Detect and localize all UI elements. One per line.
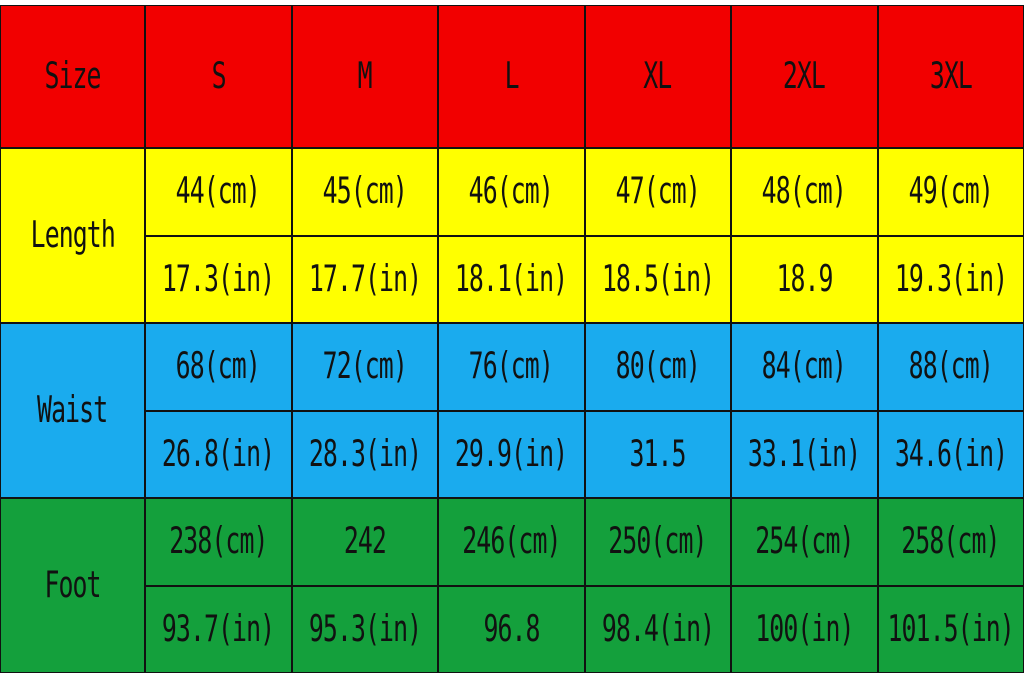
header-cell: 2XL [731,5,878,148]
cell-text: 49(cm) [908,170,994,213]
cell-text: 76(cm) [469,345,554,388]
cell-text: 48(cm) [762,170,847,213]
cell-text: M [357,55,373,98]
cell-text: 258(cm) [901,520,1001,563]
value-cell: 45(cm) [291,148,438,236]
cell-text: 95.3(in) [308,608,422,651]
value-cell: 88(cm) [877,323,1024,411]
header-cell: 3XL [877,5,1024,148]
value-cell: 80(cm) [584,323,731,411]
value-cell: 258(cm) [877,498,1024,586]
value-cell: 17.7(in) [291,235,438,323]
value-cell: 47(cm) [584,148,731,236]
header-cell: M [291,5,438,148]
cell-text: 29.9(in) [455,433,568,476]
value-cell: 18.9 [731,235,878,323]
value-cell: 48(cm) [731,148,878,236]
value-cell: 72(cm) [291,323,438,411]
cell-text: 96.8 [483,608,540,651]
value-cell: 100(in) [731,585,878,673]
cell-text: 28.3(in) [308,433,422,476]
header-cell: L [438,5,585,148]
value-cell: 44(cm) [145,148,292,236]
value-cell: 33.1(in) [731,410,878,498]
cell-text: 100(in) [755,608,854,651]
cell-text: 45(cm) [322,170,408,213]
cell-text: 44(cm) [176,170,261,213]
value-cell: 246(cm) [438,498,585,586]
cell-text: 18.1(in) [455,258,568,301]
value-cell: 95.3(in) [291,585,438,673]
cell-text: 242 [343,520,387,563]
value-cell: 101.5(in) [877,585,1024,673]
cell-text: 101.5(in) [887,608,1015,651]
cell-text: 17.7(in) [308,258,422,301]
value-cell: 34.6(in) [877,410,1024,498]
value-cell: 18.5(in) [584,235,731,323]
cell-text: Size [44,55,101,98]
value-cell: 18.1(in) [438,235,585,323]
header-cell: Size [0,5,145,148]
value-cell: 19.3(in) [877,235,1024,323]
cell-text: 19.3(in) [894,258,1008,301]
cell-text: 68(cm) [176,345,261,388]
cell-text: Length [30,214,115,257]
header-cell: S [145,5,292,148]
cell-text: 31.5 [629,433,687,476]
cell-text: XL [643,55,673,98]
header-cell: XL [584,5,731,148]
value-cell: 46(cm) [438,148,585,236]
value-cell: 29.9(in) [438,410,585,498]
value-cell: 84(cm) [731,323,878,411]
cell-text: 93.7(in) [162,608,275,651]
value-cell: 254(cm) [731,498,878,586]
row-label: Foot [0,498,145,673]
cell-text: 17.3(in) [162,258,275,301]
cell-text: Foot [44,564,101,607]
value-cell: 17.3(in) [145,235,292,323]
cell-text: 34.6(in) [894,433,1008,476]
value-cell: 250(cm) [584,498,731,586]
value-cell: 28.3(in) [291,410,438,498]
value-cell: 96.8 [438,585,585,673]
cell-text: 47(cm) [615,170,701,213]
row-label: Length [0,148,145,323]
cell-text: 46(cm) [469,170,554,213]
cell-text: 238(cm) [169,520,268,563]
cell-text: 18.5(in) [601,258,715,301]
cell-text: 246(cm) [462,520,561,563]
row-label: Waist [0,323,145,498]
cell-text: 84(cm) [762,345,847,388]
value-cell: 242 [291,498,438,586]
cell-text: S [211,55,226,98]
cell-text: 2XL [783,55,826,98]
value-cell: 68(cm) [145,323,292,411]
cell-text: 88(cm) [908,345,994,388]
cell-text: 3XL [929,55,973,98]
cell-text: 33.1(in) [748,433,861,476]
cell-text: 18.9 [776,258,833,301]
cell-text: L [504,55,519,98]
value-cell: 76(cm) [438,323,585,411]
value-cell: 93.7(in) [145,585,292,673]
value-cell: 31.5 [584,410,731,498]
value-cell: 49(cm) [877,148,1024,236]
cell-text: 250(cm) [608,520,708,563]
cell-text: 26.8(in) [162,433,275,476]
value-cell: 26.8(in) [145,410,292,498]
cell-text: 254(cm) [755,520,854,563]
value-cell: 238(cm) [145,498,292,586]
cell-text: Waist [37,389,108,432]
value-cell: 98.4(in) [584,585,731,673]
cell-text: 98.4(in) [601,608,715,651]
cell-text: 72(cm) [322,345,408,388]
cell-text: 80(cm) [615,345,701,388]
